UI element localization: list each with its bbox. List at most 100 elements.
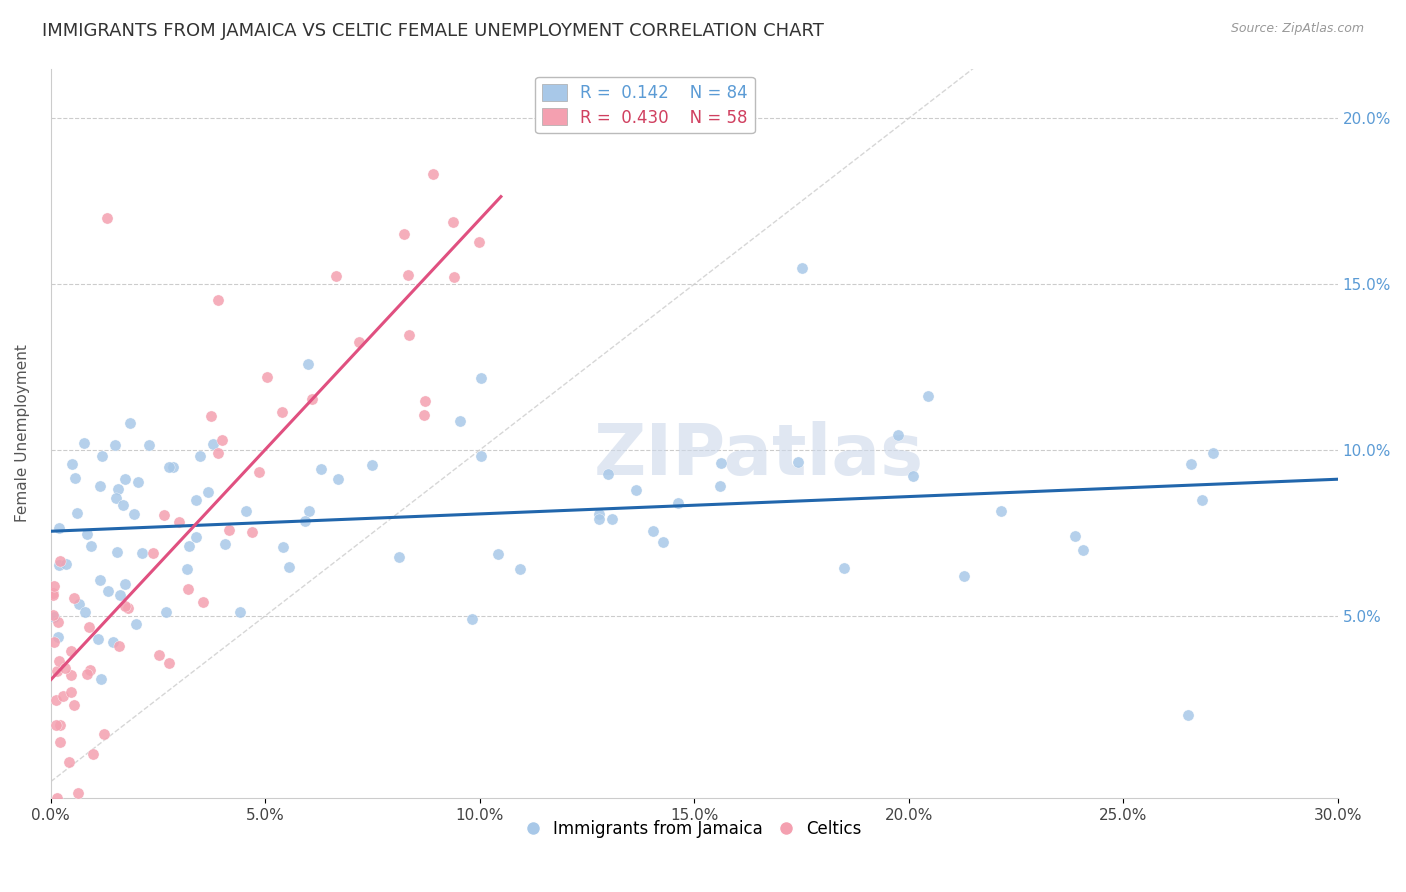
Point xyxy=(55,557,77,571)
Point xyxy=(45,693,67,707)
Point xyxy=(42,634,65,648)
Point xyxy=(990,504,1012,518)
Point xyxy=(53,660,76,674)
Point xyxy=(202,437,225,451)
Point xyxy=(177,582,200,596)
Point xyxy=(917,389,939,403)
Point xyxy=(412,409,434,423)
Point xyxy=(1071,543,1094,558)
Point xyxy=(184,492,207,507)
Point xyxy=(131,546,153,560)
Point xyxy=(668,496,690,510)
Point xyxy=(901,468,924,483)
Point xyxy=(58,756,80,770)
Point xyxy=(49,554,72,568)
Point xyxy=(301,392,323,406)
Point xyxy=(80,539,103,553)
Point xyxy=(142,546,165,560)
Point xyxy=(67,597,90,611)
Point xyxy=(91,449,114,463)
Point xyxy=(60,685,83,699)
Point xyxy=(193,595,215,609)
Point xyxy=(184,530,207,544)
Point xyxy=(49,735,72,749)
Point xyxy=(42,607,65,622)
Point xyxy=(93,727,115,741)
Point xyxy=(207,445,229,459)
Point xyxy=(157,656,180,670)
Point xyxy=(211,433,233,447)
Point xyxy=(90,672,112,686)
Point xyxy=(228,605,250,619)
Text: IMMIGRANTS FROM JAMAICA VS CELTIC FEMALE UNEMPLOYMENT CORRELATION CHART: IMMIGRANTS FROM JAMAICA VS CELTIC FEMALE… xyxy=(42,22,824,40)
Point xyxy=(65,506,87,520)
Point xyxy=(42,579,65,593)
Point xyxy=(488,548,510,562)
Point xyxy=(1202,445,1225,459)
Point xyxy=(790,260,813,275)
Point xyxy=(388,550,411,565)
Point xyxy=(347,334,370,349)
Point xyxy=(101,634,124,648)
Point xyxy=(207,293,229,307)
Point xyxy=(86,632,108,646)
Point xyxy=(60,644,83,658)
Point xyxy=(641,524,664,538)
Point xyxy=(271,540,294,554)
Point xyxy=(89,573,111,587)
Point xyxy=(710,456,733,470)
Point xyxy=(96,211,118,225)
Point xyxy=(46,615,69,629)
Point xyxy=(105,545,128,559)
Point xyxy=(1064,529,1087,543)
Point xyxy=(1191,493,1213,508)
Point xyxy=(278,560,301,574)
Point xyxy=(1177,708,1199,723)
Point xyxy=(127,475,149,489)
Point xyxy=(218,523,240,537)
Point xyxy=(326,472,349,486)
Point xyxy=(468,235,491,249)
Point xyxy=(240,525,263,540)
Point xyxy=(46,791,69,805)
Point xyxy=(188,449,211,463)
Point xyxy=(114,576,136,591)
Point xyxy=(294,514,316,528)
Point xyxy=(953,569,976,583)
Point xyxy=(832,561,855,575)
Point xyxy=(167,515,190,529)
Point xyxy=(887,427,910,442)
Point xyxy=(449,414,471,428)
Point xyxy=(63,698,86,712)
Point xyxy=(97,583,120,598)
Point xyxy=(177,539,200,553)
Point xyxy=(48,520,70,534)
Point xyxy=(1180,457,1202,471)
Point xyxy=(413,394,436,409)
Point xyxy=(396,268,419,283)
Point xyxy=(125,617,148,632)
Point xyxy=(76,667,98,681)
Point xyxy=(48,654,70,668)
Point xyxy=(110,588,132,602)
Point xyxy=(235,504,257,518)
Point xyxy=(297,504,319,518)
Point xyxy=(49,717,72,731)
Point xyxy=(361,458,384,473)
Point xyxy=(157,459,180,474)
Point xyxy=(114,599,136,613)
Point xyxy=(120,417,142,431)
Point xyxy=(709,479,731,493)
Point xyxy=(62,591,84,606)
Point xyxy=(271,405,294,419)
Point xyxy=(104,491,127,505)
Point xyxy=(441,215,464,229)
Point xyxy=(75,605,97,619)
Point xyxy=(42,586,65,600)
Point xyxy=(112,498,135,512)
Point xyxy=(65,471,87,485)
Point xyxy=(48,558,70,573)
Legend: Immigrants from Jamaica, Celtics: Immigrants from Jamaica, Celtics xyxy=(520,814,869,845)
Point xyxy=(588,512,610,526)
Point xyxy=(42,610,65,624)
